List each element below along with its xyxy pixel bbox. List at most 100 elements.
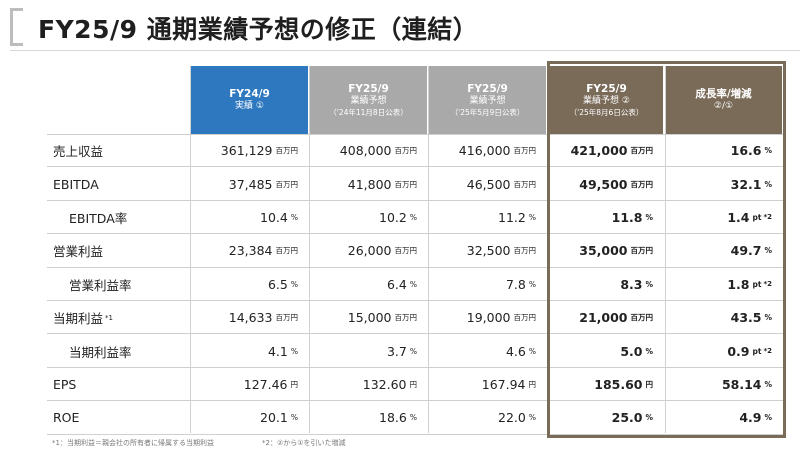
cell-value: 21,000 [579,310,628,326]
cell-fy24-actual: 361,129 百万円 [191,134,308,167]
header-aug-line3: （'25年8月6日公表） [569,107,644,117]
cell-unit: % [290,346,298,356]
cell-value: 408,000 [339,143,392,159]
cell-value: 20.1 [260,410,288,426]
header-fy24-line1: FY24/9 [229,87,270,100]
cell-unit: 百万円 [630,246,654,256]
cell-fy24-actual: 127.46 円 [191,368,308,401]
cell-unit: 百万円 [630,179,654,189]
row-label-text: EBITDA率 [69,210,128,226]
header-may-line2: 業績予想 [469,96,506,107]
cell-value: 49,500 [579,176,628,192]
cell-value: 43.5 [730,310,762,326]
cell-unit: % [764,313,772,323]
title-divider [10,50,800,51]
cell-unit: % [645,413,653,423]
cell-value: 46,500 [466,176,511,192]
row-label: EBITDA率 [47,201,189,234]
cell-value: 5.0 [620,343,643,359]
title-bracket-decoration [10,8,23,46]
cell-fy24-actual: 4.1% [191,334,308,367]
column-divider [309,66,310,433]
cell-growth: 1.4 pt *2 [665,201,782,234]
header-aug-line1: FY25/9 [586,83,627,96]
cell-growth: 1.8 pt *2 [665,268,782,301]
column-divider [665,66,666,433]
cell-growth: 16.6% [665,134,782,167]
header-fy24-actual: FY24/9 実績 ① [191,66,308,134]
cell-value: 127.46 [243,376,288,392]
cell-unit: % [528,279,536,289]
cell-footnote-mark: *2 [763,347,772,356]
column-divider [190,66,191,433]
cell-value: 6.5 [267,276,288,292]
cell-value: 7.8 [505,276,526,292]
row-label-text: 営業利益率 [69,277,132,293]
cell-unit: % [764,246,772,256]
cell-unit: 百万円 [513,246,537,256]
cell-fy25-aug: 5.0% [550,334,663,367]
cell-value: 6.4 [386,276,407,292]
cell-fy25-may: 167.94 円 [429,368,546,401]
page-title: FY25/9 通期業績予想の修正（連結） [38,15,479,44]
row-label: 当期利益率 [47,334,189,367]
cell-unit: 百万円 [630,313,654,323]
cell-unit: % [290,279,298,289]
row-label-text: EPS [53,376,77,392]
cell-fy25-may: 32,500 百万円 [429,234,546,267]
cell-fy24-actual: 37,485 百万円 [191,167,308,200]
cell-fy24-actual: 10.4% [191,201,308,234]
cell-unit: % [409,279,417,289]
cell-fy25-nov: 3.7% [310,334,427,367]
row-divider [47,366,785,368]
cell-value: 361,129 [220,143,273,159]
cell-value: 41,800 [347,176,392,192]
header-divider [47,134,785,135]
cell-unit: 百万円 [394,246,418,256]
cell-value: 16.6 [730,143,762,159]
cell-fy25-may: 11.2% [429,201,546,234]
cell-unit: % [645,212,653,222]
header-fy25-forecast-nov: FY25/9 業績予想 （'24年11月8日公表） [310,66,427,134]
cell-value: 4.9 [739,410,762,426]
cell-fy25-may: 7.8% [429,268,546,301]
cell-unit: % [645,346,653,356]
row-label: 営業利益率 [47,268,189,301]
cell-value: 22.0 [498,410,526,426]
table-row: ROE 20.1% 18.6% 22.0% 25.0% 4.9% [47,401,785,434]
cell-value: 25.0 [611,410,643,426]
cell-fy25-nov: 132.60 円 [310,368,427,401]
cell-unit: % [409,413,417,423]
row-divider [47,433,785,435]
cell-fy25-aug: 49,500 百万円 [550,167,663,200]
table-row: 当期利益 *1 14,633 百万円 15,000 百万円 19,000 百万円 21,000 百… [47,301,785,334]
table-row: EBITDA率 10.4% 10.2% 11.2% 11.8% 1.4 pt *2 [47,201,785,234]
cell-fy25-aug: 21,000 百万円 [550,301,663,334]
row-divider [47,333,785,335]
row-divider [47,199,785,201]
cell-unit: 円 [528,379,537,389]
cell-unit: 円 [645,379,654,389]
cell-unit: 百万円 [630,146,654,156]
cell-value: 19,000 [466,310,511,326]
cell-unit: % [290,413,298,423]
cell-value: 185.60 [594,376,643,392]
table-row: EBITDA 37,485 百万円 41,800 百万円 46,500 百万円 49,500 百… [47,167,785,200]
row-divider [47,300,785,301]
cell-value: 23,384 [228,243,273,259]
table-row: 営業利益 23,384 百万円 26,000 百万円 32,500 百万円 35,000 百万円… [47,234,785,267]
cell-fy25-nov: 18.6% [310,401,427,434]
cell-fy25-nov: 15,000 百万円 [310,301,427,334]
cell-fy24-actual: 20.1% [191,401,308,434]
cell-growth: 32.1% [665,167,782,200]
table-row: EPS 127.46 円 132.60 円 167.94 円 185.60 円 58.14% [47,368,785,401]
cell-unit: % [764,179,772,189]
cell-value: 3.7 [386,343,407,359]
cell-fy24-actual: 23,384 百万円 [191,234,308,267]
cell-fy25-aug: 185.60 円 [550,368,663,401]
cell-value: 416,000 [458,143,511,159]
cell-value: 49.7 [730,243,762,259]
cell-fy25-may: 4.6% [429,334,546,367]
cell-value: 11.8 [611,209,643,225]
cell-value: 11.2 [498,209,526,225]
